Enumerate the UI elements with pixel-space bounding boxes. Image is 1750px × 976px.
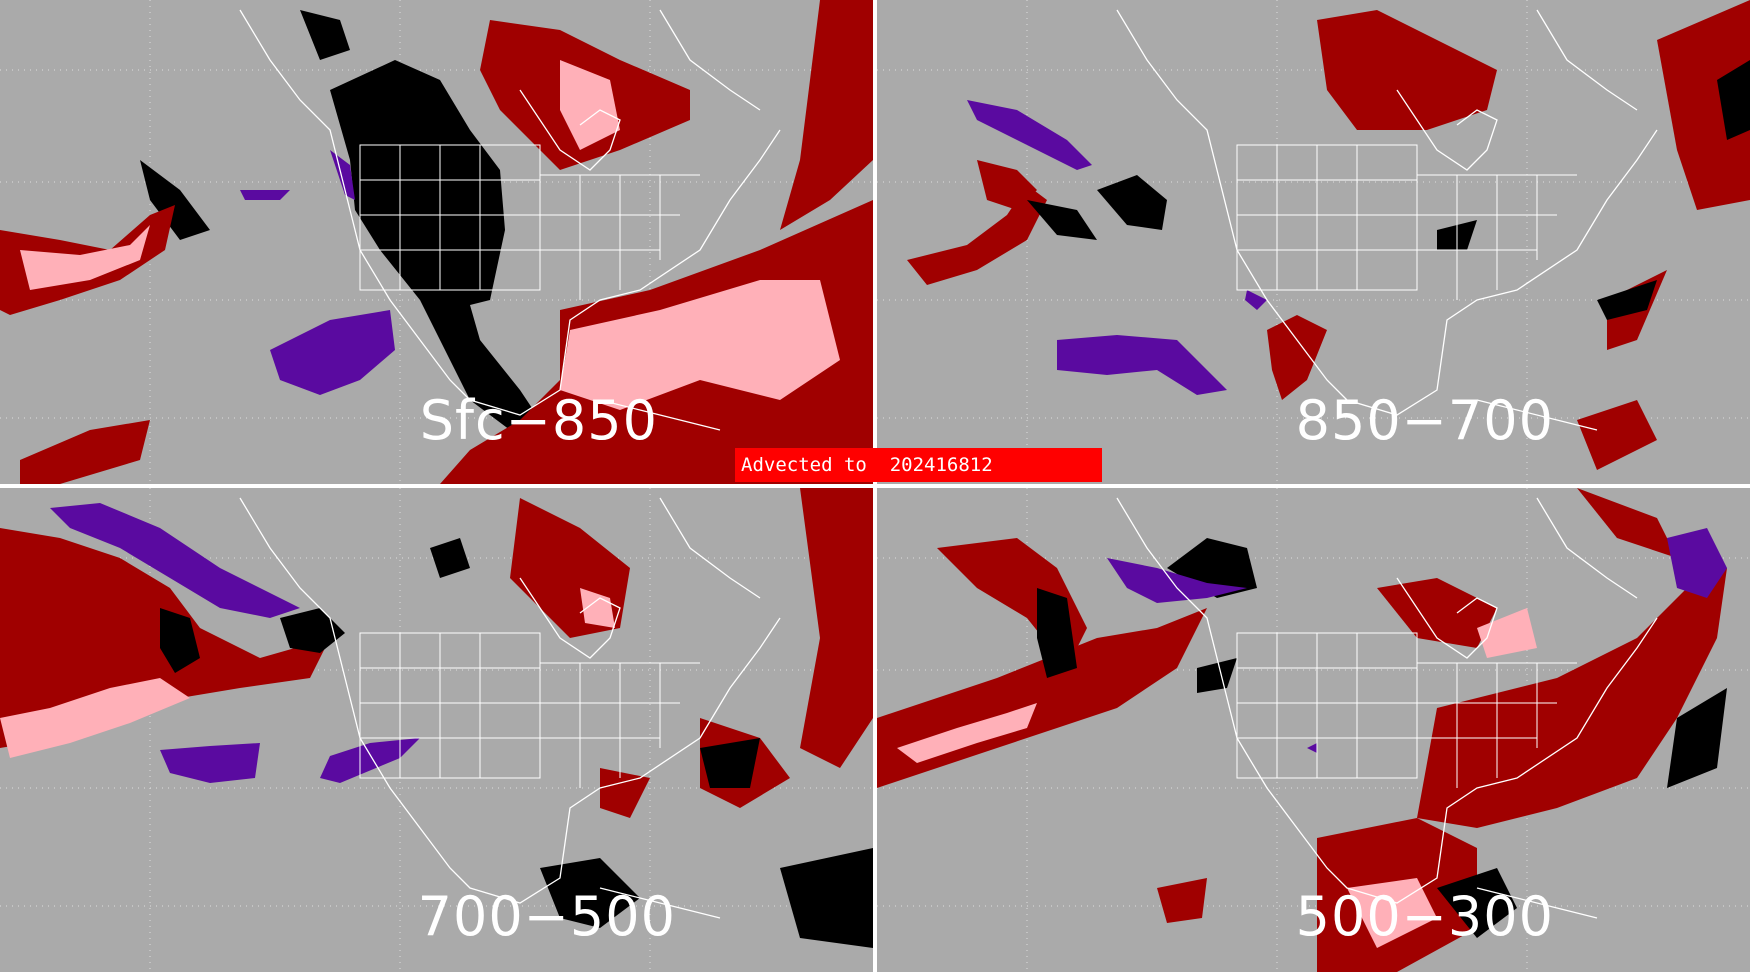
panel-sfc-850: Sfc−850 bbox=[0, 0, 873, 484]
panel-850-700: 850−700 bbox=[877, 0, 1750, 484]
map-svg-850-700 bbox=[877, 0, 1750, 484]
state-borders bbox=[359, 144, 700, 300]
feature-black bbox=[1037, 538, 1727, 938]
feature-pink bbox=[0, 588, 615, 758]
feature-black bbox=[1027, 60, 1750, 320]
coastlines bbox=[1116, 497, 1658, 919]
feature-purple bbox=[50, 503, 420, 783]
feature-purple bbox=[967, 100, 1267, 395]
feature-pink bbox=[20, 60, 840, 410]
feature-darkred bbox=[907, 0, 1750, 470]
map-svg-700-500 bbox=[0, 488, 873, 972]
panel-label-layer: 700−500 bbox=[417, 885, 676, 948]
feature-purple bbox=[1107, 528, 1727, 753]
state-borders bbox=[1236, 632, 1577, 788]
feature-purple bbox=[240, 150, 395, 395]
state-borders bbox=[359, 632, 700, 788]
coastlines bbox=[239, 497, 781, 919]
map-svg-sfc-850 bbox=[0, 0, 873, 484]
feature-black bbox=[160, 538, 873, 948]
coastlines bbox=[1116, 9, 1658, 431]
panel-700-500: 700−500 bbox=[0, 488, 873, 972]
map-svg-500-300 bbox=[877, 488, 1750, 972]
panel-label-layer: 500−300 bbox=[1295, 885, 1554, 948]
feature-pink bbox=[897, 608, 1537, 948]
panel-500-300: 500−300 bbox=[877, 488, 1750, 972]
panel-label-layer: 850−700 bbox=[1295, 389, 1554, 452]
panel-label-layer: Sfc−850 bbox=[419, 389, 658, 452]
coastlines bbox=[239, 9, 781, 431]
advected-banner: Advected to 202416812 bbox=[735, 448, 1102, 482]
state-borders bbox=[1236, 144, 1577, 300]
